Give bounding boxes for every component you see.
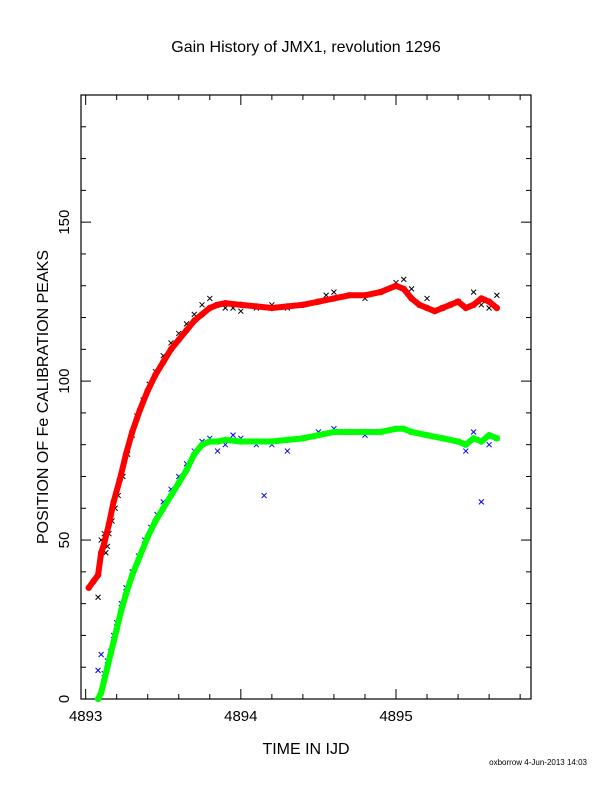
- footer-stamp: oxborrow 4-Jun-2013 14:03: [489, 758, 587, 767]
- fit-curve: [95, 425, 500, 702]
- data-point: [331, 289, 337, 295]
- data-marks: [85, 276, 501, 703]
- x-tick-label: 4895: [379, 708, 412, 725]
- x-tick-labels: 4893 4894 4895: [69, 708, 413, 725]
- plot-frame: [80, 94, 532, 700]
- data-point: [237, 308, 244, 315]
- series-2: [95, 425, 500, 677]
- plot-area: [80, 94, 532, 703]
- y-tick-labels: 0 50 100 150: [56, 210, 73, 704]
- data-point: [478, 499, 485, 505]
- data-point: [494, 292, 500, 299]
- chart-title: Gain History of JMX1, revolution 1296: [171, 39, 441, 56]
- data-point: [470, 289, 477, 295]
- data-point: [98, 651, 105, 658]
- axis-ticks: [81, 95, 531, 700]
- data-point: [206, 295, 213, 302]
- y-tick-label: 50: [56, 532, 73, 549]
- y-tick-label: 0: [56, 695, 73, 703]
- data-point: [214, 448, 221, 454]
- data-point: [424, 295, 430, 302]
- data-point: [95, 667, 101, 674]
- x-tick-label: 4894: [224, 708, 257, 725]
- y-axis-title: POSITION OF Fe CALIBRATION PEAKS: [35, 250, 52, 544]
- data-point: [230, 432, 236, 439]
- data-point: [462, 448, 469, 454]
- fit-curve: [85, 282, 500, 591]
- data-point: [470, 429, 477, 435]
- data-point: [261, 492, 267, 499]
- data-point: [400, 276, 407, 283]
- x-tick-label: 4893: [69, 708, 102, 725]
- series-1: [85, 282, 501, 591]
- data-point: [95, 594, 101, 601]
- data-point: [199, 301, 205, 308]
- y-tick-label: 100: [56, 369, 73, 394]
- x-axis-title: TIME IN IJD: [262, 741, 349, 758]
- y-tick-label: 150: [56, 210, 73, 235]
- data-point: [486, 441, 492, 448]
- series-3: [94, 425, 501, 703]
- data-point: [408, 286, 415, 292]
- data-point: [284, 448, 291, 454]
